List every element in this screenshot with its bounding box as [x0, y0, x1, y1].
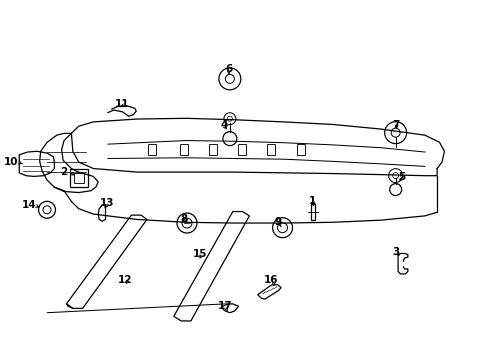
Bar	[74, 173, 83, 183]
Bar	[238, 144, 245, 156]
Text: 13: 13	[100, 198, 114, 208]
Text: 15: 15	[192, 248, 206, 258]
Text: 14: 14	[21, 200, 36, 210]
Bar	[147, 144, 156, 156]
Polygon shape	[98, 205, 105, 221]
Text: 1: 1	[308, 196, 316, 206]
Text: 8: 8	[180, 214, 187, 224]
Text: 3: 3	[391, 247, 399, 257]
Polygon shape	[257, 285, 281, 299]
Polygon shape	[173, 212, 249, 321]
Text: 16: 16	[264, 275, 278, 285]
Text: 12: 12	[118, 275, 132, 285]
Text: 2: 2	[61, 167, 67, 177]
Polygon shape	[66, 215, 147, 309]
Polygon shape	[19, 151, 54, 176]
Text: 10: 10	[4, 157, 19, 167]
Text: 4: 4	[220, 121, 227, 130]
Bar	[179, 144, 187, 156]
Text: 11: 11	[114, 99, 129, 109]
Text: 17: 17	[217, 301, 232, 311]
Polygon shape	[397, 253, 407, 274]
Text: 6: 6	[225, 64, 232, 74]
Text: 7: 7	[391, 121, 399, 130]
Bar	[310, 204, 314, 220]
Bar	[296, 144, 304, 156]
Bar	[267, 144, 275, 156]
Text: 9: 9	[274, 217, 281, 227]
Polygon shape	[221, 304, 238, 313]
Text: 5: 5	[397, 172, 404, 182]
Bar	[208, 144, 216, 156]
